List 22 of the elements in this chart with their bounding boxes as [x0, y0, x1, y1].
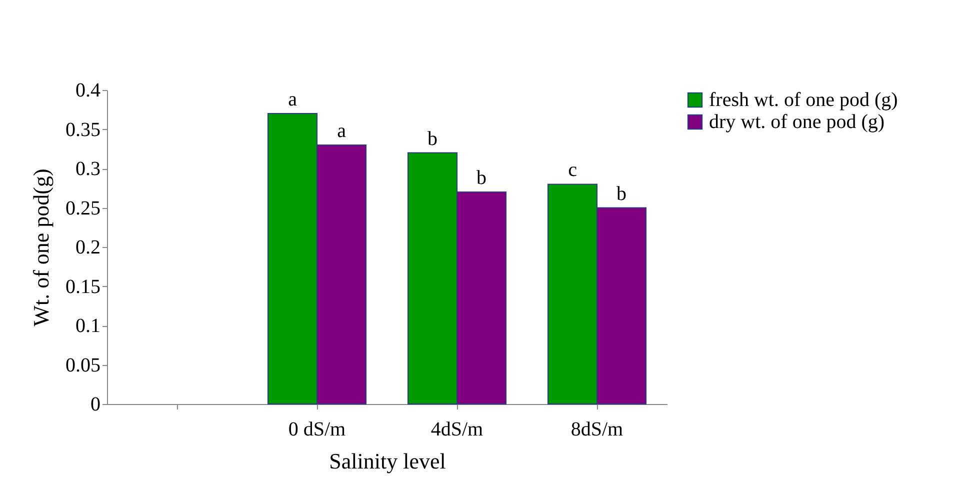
x-tick-label: 8dS/m: [570, 418, 624, 440]
y-tick-label: 0.15: [66, 276, 100, 298]
annotation: b: [428, 128, 438, 150]
x-tick-label: 0 dS/m: [288, 418, 346, 440]
y-tick-label: 0.4: [76, 80, 100, 102]
y-tick-label: 0.25: [66, 197, 100, 220]
y-tick-label: 0: [90, 394, 100, 416]
annotation: c: [568, 159, 578, 182]
y-axis-title: Wt. of one pod(g): [28, 168, 54, 326]
legend-label: fresh wt. of one pod (g): [709, 89, 898, 111]
annotation: a: [337, 120, 346, 142]
legend-label: dry wt. of one pod (g): [709, 111, 885, 133]
annotation: a: [288, 88, 298, 111]
y-tick-label: 0.05: [66, 354, 100, 376]
x-axis-title: Salinity level: [329, 448, 446, 474]
annotation: b: [476, 167, 486, 190]
x-tick-label: 4dS/m: [430, 418, 484, 440]
y-tick-label: 0.3: [76, 158, 100, 180]
y-tick-label: 0.2: [76, 236, 100, 258]
y-tick-label: 0.35: [66, 118, 100, 141]
annotation: b: [616, 182, 626, 205]
y-tick-label: 0.1: [76, 315, 100, 337]
